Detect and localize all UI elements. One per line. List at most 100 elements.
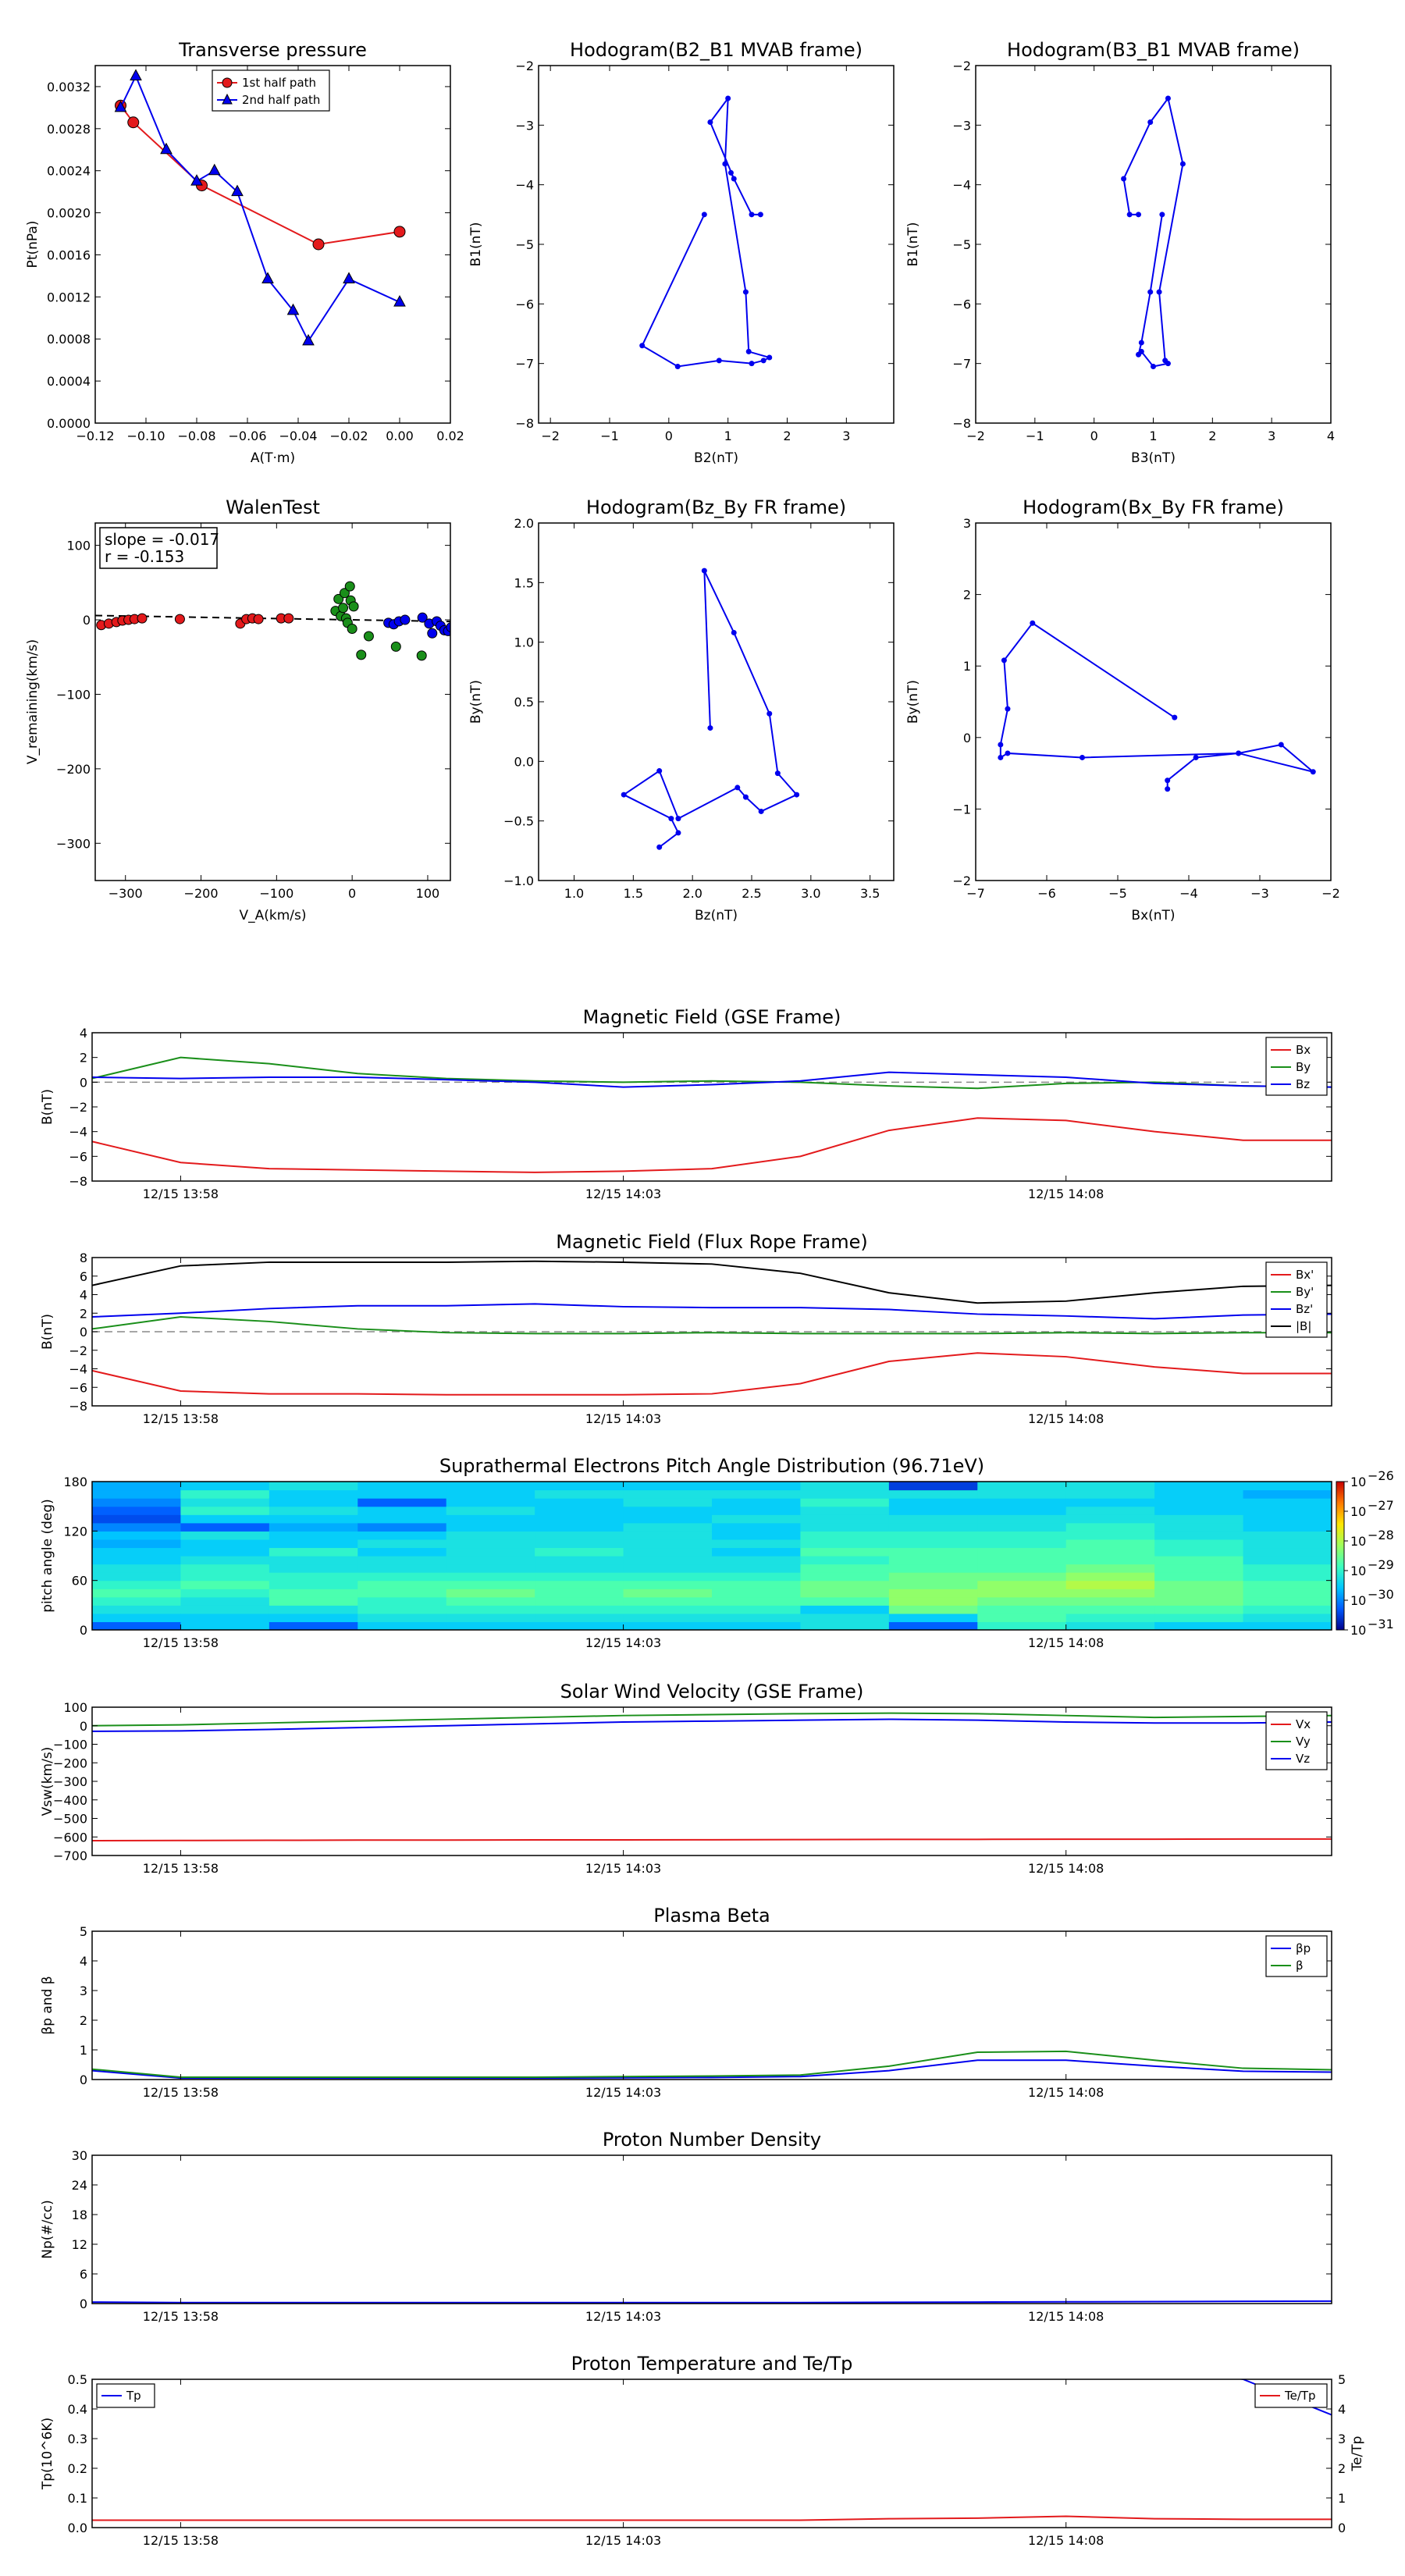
y-tick-label: −7 [952,357,971,372]
heatmap-cell [800,1539,890,1549]
data-point [1165,786,1171,792]
data-point [725,95,731,101]
data-point [1193,754,1199,760]
x-tick-label: 12/15 14:08 [1028,1187,1104,1201]
chart-h3: Hodogram(Bz_By FR frame) −1.0 −0.5 0.0 0.5 1.… [468,496,895,923]
data-point [767,710,773,717]
plot-area [639,95,773,369]
data-point [722,161,728,167]
data-point [1030,620,1036,626]
heatmap-cell [269,1580,358,1589]
heatmap-cell [800,1522,890,1532]
series-line-By [92,1056,1332,1090]
heatmap-cell [977,1572,1067,1582]
chart-tp: Transverse pressure 0.0000 0.0004 0.0008 0.0… [25,39,464,466]
heatmap-cell [977,1522,1067,1532]
series-line-|B| [92,1260,1332,1304]
x-tick-label: −6 [1037,886,1056,901]
heatmap-cell [180,1489,270,1499]
heatmap-cell [180,1482,270,1491]
heatmap-cell [180,1547,270,1557]
x-tick-label: −0.06 [228,429,266,443]
y-tick-label: 0.5 [68,2372,87,2387]
axes-frame [91,2379,1332,2528]
heatmap-cell [535,1498,624,1507]
heatmap-cell [1154,1572,1244,1582]
y-tick-label: 0.0016 [47,247,91,262]
y-tick-label: 0.0028 [47,122,91,137]
y-tick-label: 1.5 [514,575,534,590]
x-tick-label: 0 [665,429,673,443]
heatmap-cell [623,1531,713,1540]
heatmap-cell [535,1613,624,1623]
x-tick-label: 12/15 14:08 [1028,1635,1104,1650]
heatmap-cell [446,1506,535,1515]
y-tick-label: −0.5 [503,814,534,829]
x-tick-label: 12/15 14:03 [585,1187,661,1201]
y-tick-label: −3 [515,118,534,133]
x-tick-label: 1.5 [624,886,643,901]
heatmap-cell [92,1580,182,1589]
heatmap-cell [977,1564,1067,1573]
y-axis-label: By(nT) [905,680,921,724]
data-point [1156,289,1162,295]
data-point [731,176,737,182]
x-tick-label: 0 [1090,429,1098,443]
y-tick-label: −5 [515,237,534,252]
data-point [1159,212,1165,218]
series-line-βp [92,2059,1332,2080]
heatmap-cell [446,1547,535,1557]
heatmap-cell [269,1498,358,1507]
heatmap-cell [1243,1498,1332,1507]
heatmap-cell [357,1580,447,1589]
x-tick-label: 1 [724,429,732,443]
heatmap-cell [269,1572,358,1582]
y-tick-label: −200 [53,1756,87,1770]
heatmap-cell [623,1556,713,1565]
data-point [417,612,428,623]
heatmap-cell [1243,1605,1332,1614]
heatmap-cell [977,1596,1067,1606]
y-tick-label: 0 [80,1719,87,1734]
data-point [1001,657,1007,664]
data-point [253,614,264,624]
plot-area [92,1056,1332,1173]
plot-area [114,69,406,346]
heatmap-cell [1154,1506,1244,1515]
heatmap-cell [1065,1514,1155,1524]
data-point [1172,714,1178,720]
heatmap-cell [92,1556,182,1565]
chart-h2: Hodogram(B3_B1 MVAB frame) −8 −7 −6 −5 −4 −3 −2… [905,39,1335,466]
heatmap-cell [888,1580,978,1589]
y-axis-label: Tp(10^6K) [40,2418,55,2490]
heatmap-cell [180,1596,270,1606]
data-point [707,725,713,731]
data-point [344,581,355,592]
heatmap-cell [446,1489,535,1499]
plot-area [92,2300,1332,2304]
annotation-line: r = -0.153 [105,547,184,566]
heatmap-cell [92,1564,182,1573]
heatmap-cell [800,1572,890,1582]
x-tick-label: 1 [1149,429,1157,443]
heatmap-cell [1243,1572,1332,1582]
heatmap-cell [623,1506,713,1515]
heatmap-cell [1154,1580,1244,1589]
heatmap-cell [269,1482,358,1491]
chart-title: WalenTest [226,496,320,518]
y-tick-label: 6 [80,1269,87,1284]
colorbar-exponent: −26 [1368,1468,1394,1483]
heatmap-cell [1154,1514,1244,1524]
legend-marker [222,77,233,88]
heatmap-cell [977,1539,1067,1549]
data-point [446,622,450,633]
chart-title: Proton Number Density [603,2129,821,2151]
heatmap-cell [888,1589,978,1598]
heatmap-cell [535,1531,624,1540]
data-point [701,212,707,218]
series-line-Vz [92,1718,1332,1732]
data-point [707,119,713,126]
y-tick-label: 2 [80,1051,87,1066]
y-tick-label: −100 [53,1738,87,1752]
legend-marker [222,93,233,105]
